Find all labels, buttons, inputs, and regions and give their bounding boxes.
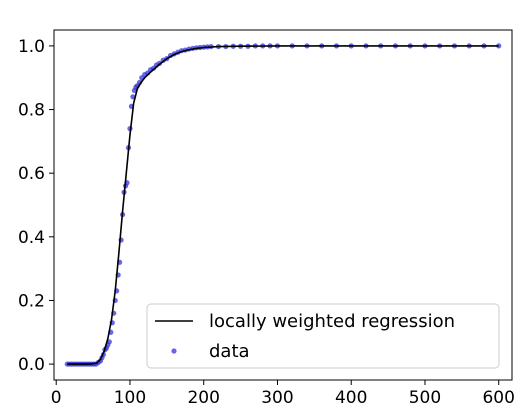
y-tick-label: 0.6 [18, 164, 45, 184]
x-tick-label: 400 [335, 388, 367, 408]
x-tick-label: 0 [51, 388, 62, 408]
y-tick-label: 0.8 [18, 101, 45, 121]
plot-frame [53, 29, 513, 381]
legend-label-data: data [209, 341, 250, 362]
legend: locally weighted regression data [146, 303, 500, 369]
legend-box [146, 303, 500, 369]
plot-marks [64, 43, 502, 367]
y-tick-label: 0.4 [18, 228, 45, 248]
regression-line [67, 45, 499, 365]
x-tick-label: 200 [187, 388, 219, 408]
axes: 0 100 200 300 400 500 600 0.0 0.2 0.4 0.6 0.8 1.0 [18, 37, 515, 408]
x-tick-label: 500 [409, 388, 441, 408]
legend-label-regression: locally weighted regression [209, 311, 455, 332]
x-tick-label: 600 [482, 388, 514, 408]
y-tick-label: 0.2 [18, 291, 45, 311]
x-tick-label: 300 [261, 388, 293, 408]
legend-dot-swatch [171, 348, 177, 354]
x-tick-label: 100 [114, 388, 146, 408]
y-tick-label: 0.0 [18, 355, 45, 375]
y-tick-label: 1.0 [18, 37, 45, 57]
